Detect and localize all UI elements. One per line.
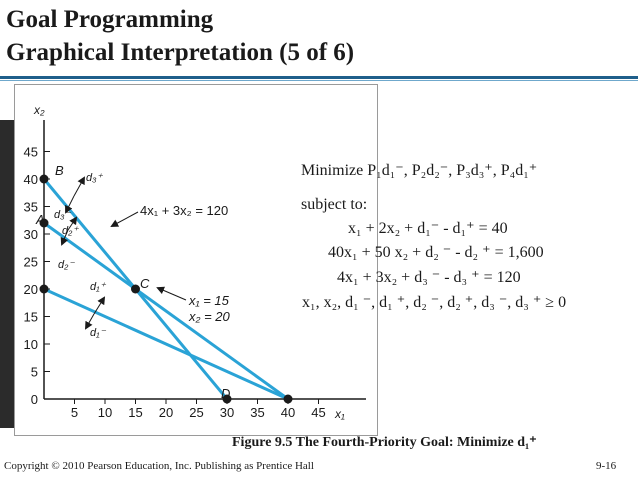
point-b-label: B — [55, 163, 64, 178]
title-rule-thin — [0, 80, 638, 81]
slide-title-line-2: Graphical Interpretation (5 of 6) — [6, 39, 355, 66]
y-tick-label: 45 — [24, 145, 38, 160]
x-axis-label: x₁ — [334, 407, 345, 421]
y-ticks: 0 5 10 15 20 25 30 35 40 45 — [24, 145, 50, 407]
point-c — [131, 284, 140, 294]
constraint-2: 40x₁ + 50 x₂ + d₂ ⁻ - d₂ ⁺ = 1,600 — [328, 244, 544, 261]
point-y20 — [39, 284, 49, 294]
point-c-arrow — [156, 286, 187, 301]
point-c-x-label: x₁ = 15 — [188, 293, 230, 308]
x-tick-label: 40 — [281, 405, 295, 420]
side-shadow-bar — [0, 120, 14, 428]
line3-label-arrow — [110, 211, 139, 227]
figure-caption: Figure 9.5 The Fourth-Priority Goal: Min… — [232, 435, 537, 450]
objective-function: Minimize P₁d₁⁻, P₂d₂⁻, P₃d₃⁺, P₄d₁⁺ — [301, 162, 538, 179]
point-d-label: D — [221, 386, 230, 401]
y-tick-label: 20 — [24, 282, 38, 297]
d1-plus-label: d₁⁺ — [90, 281, 107, 293]
d3-minus-arrow — [65, 195, 75, 214]
x-ticks: 5 10 15 20 25 30 35 40 45 — [71, 399, 326, 420]
d1-minus-label: d₁⁻ — [90, 327, 107, 339]
point-b — [39, 174, 49, 184]
d2-plus-arrow — [67, 216, 78, 231]
d2-minus-arrow — [60, 229, 69, 246]
x-tick-label: 45 — [311, 405, 325, 420]
x-tick-label: 10 — [98, 405, 112, 420]
y-axis-label: x₂ — [33, 103, 45, 117]
line3-label: 4x₁ + 3x₂ = 120 — [140, 203, 228, 218]
y-tick-label: 5 — [31, 365, 38, 380]
point-e — [283, 394, 293, 404]
y-tick-label: 15 — [24, 310, 38, 325]
d1-plus-arrow — [93, 296, 106, 315]
goal-line-1 — [43, 287, 289, 401]
point-a-label: A — [35, 212, 45, 227]
point-c-label: C — [140, 276, 150, 291]
title-band — [0, 0, 638, 78]
constraint-1: x₁ + 2x₂ + d₁⁻ - d₁⁺ = 40 — [348, 220, 508, 237]
slide-title-line-1: Goal Programming — [6, 6, 214, 33]
d3-plus-label: d₃⁺ — [86, 172, 103, 184]
d3-plus-arrow — [73, 176, 85, 197]
d2-minus-label: d₂⁻ — [58, 259, 75, 271]
point-d — [222, 394, 232, 404]
goal-programming-graph: x₂ x₁ 5 10 15 20 25 30 35 40 45 0 5 10 15 20 25 30 35 40… — [24, 103, 366, 421]
d1-minus-arrow — [85, 313, 95, 330]
page-number: 9-16 — [596, 460, 617, 472]
point-c-y-label: x₂ = 20 — [188, 309, 231, 324]
y-tick-label: 40 — [24, 172, 38, 187]
x-tick-label: 5 — [71, 405, 78, 420]
x-tick-label: 35 — [250, 405, 264, 420]
point-a — [39, 218, 49, 228]
nonnegativity-constraint: x₁, x₂, d₁ ⁻, d₁ ⁺, d₂ ⁻, d₂ ⁺, d₃ ⁻, d₃… — [302, 294, 567, 311]
y-tick-label: 0 — [31, 392, 38, 407]
graph-frame — [14, 84, 378, 436]
constraint-3: 4x₁ + 3x₂ + d₃ ⁻ - d₃ ⁺ = 120 — [337, 269, 521, 286]
subject-to-label: subject to: — [301, 196, 368, 213]
y-tick-label: 10 — [24, 337, 38, 352]
title-rule — [0, 76, 638, 79]
y-tick-label: 30 — [24, 227, 38, 242]
x-tick-label: 25 — [189, 405, 203, 420]
d3-minus-label: d₃⁻ — [54, 209, 71, 221]
x-tick-label: 30 — [220, 405, 234, 420]
x-tick-label: 15 — [128, 405, 142, 420]
goal-line-2 — [43, 221, 289, 401]
x-tick-label: 20 — [159, 405, 173, 420]
d2-plus-label: d₂⁺ — [62, 225, 79, 237]
y-tick-label: 25 — [24, 255, 38, 270]
y-tick-label: 35 — [24, 200, 38, 215]
copyright-notice: Copyright © 2010 Pearson Education, Inc.… — [4, 460, 314, 472]
